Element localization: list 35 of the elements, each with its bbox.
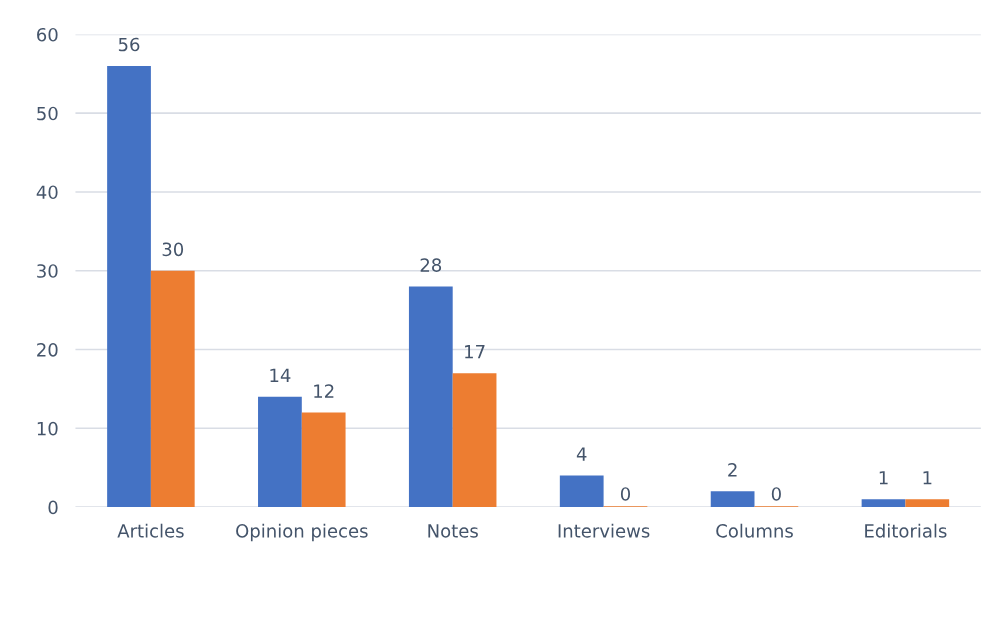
bar [905, 499, 950, 508]
bar [258, 396, 302, 508]
x-tick-label: Interviews [558, 523, 650, 538]
y-tick-label: 50 [37, 106, 58, 121]
bar [452, 373, 497, 508]
bar [710, 491, 755, 508]
data-label: 28 [420, 258, 442, 272]
bar [861, 499, 906, 508]
data-label: 14 [270, 368, 291, 382]
bar [150, 270, 195, 508]
data-label: 12 [314, 384, 334, 398]
x-tick-label: Editorials [865, 523, 947, 538]
x-tick-label: Notes [428, 524, 478, 538]
data-label: 2 [728, 463, 737, 477]
data-label: 1 [879, 471, 888, 485]
data-label: 0 [620, 487, 631, 501]
data-label: 17 [465, 345, 485, 359]
data-label: 0 [771, 487, 781, 501]
x-tick-label: Columns [716, 523, 793, 538]
data-label: 1 [923, 471, 932, 485]
data-label: 4 [576, 447, 587, 461]
bar [408, 286, 453, 508]
bar [107, 65, 151, 508]
y-tick-label: 40 [36, 185, 58, 200]
x-tick-label: Articles [117, 523, 184, 538]
y-tick-label: 30 [37, 264, 58, 278]
x-tick-label: Opinion pieces [236, 523, 368, 542]
y-tick-label: 60 [37, 27, 58, 42]
y-tick-label: 10 [37, 421, 58, 436]
bar [559, 475, 604, 508]
bar [301, 412, 346, 508]
y-tick-label: 0 [48, 500, 58, 515]
data-label: 56 [118, 37, 140, 52]
y-tick-label: 20 [37, 342, 58, 357]
data-label: 30 [162, 242, 184, 257]
